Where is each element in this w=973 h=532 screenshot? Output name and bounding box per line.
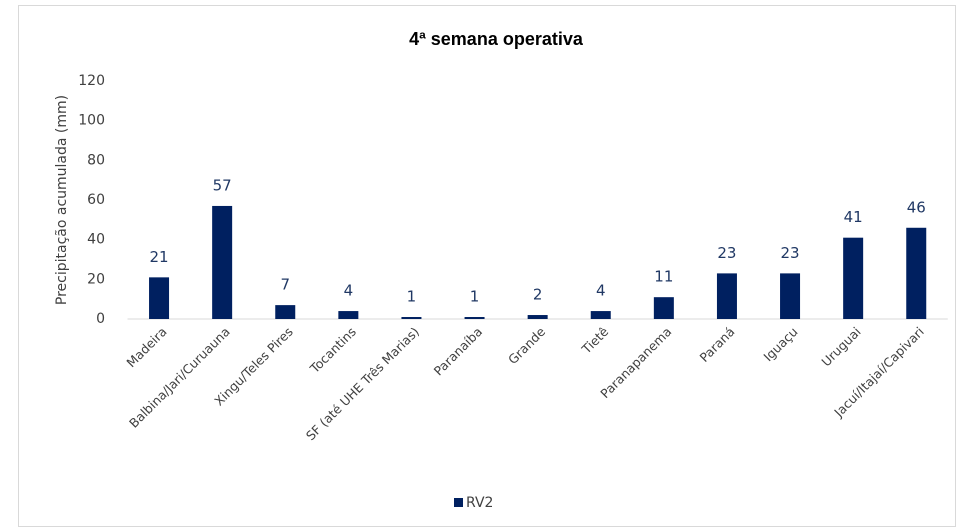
value-label: 7: [280, 276, 290, 294]
y-axis-label: Precipitação acumulada (mm): [54, 95, 70, 305]
value-label: 21: [150, 248, 169, 266]
value-label: 41: [844, 208, 863, 226]
value-label: 1: [470, 288, 480, 306]
bar: [716, 273, 737, 319]
bar: [843, 237, 864, 319]
value-label: 2: [533, 286, 543, 304]
y-tick-label: 60: [87, 192, 105, 208]
value-label: 23: [781, 244, 800, 262]
y-tick-label: 20: [87, 271, 105, 287]
bar: [780, 273, 801, 319]
bar: [906, 227, 927, 319]
value-label: 4: [596, 282, 606, 300]
chart-frame: [18, 5, 956, 527]
bar: [212, 205, 233, 319]
value-label: 23: [717, 244, 736, 262]
y-tick-label: 100: [78, 113, 105, 129]
value-label: 57: [213, 176, 232, 194]
legend-label: RV2: [466, 495, 493, 511]
bar: [653, 297, 674, 319]
bar: [590, 311, 611, 319]
bar: [338, 311, 359, 319]
bar: [401, 317, 422, 319]
chart-title: 4ª semana operativa: [409, 29, 584, 49]
value-label: 1: [407, 288, 417, 306]
bar: [464, 317, 485, 319]
bar: [275, 305, 296, 319]
legend-swatch: [454, 498, 463, 507]
bar: [527, 315, 548, 319]
value-label: 46: [907, 198, 926, 216]
y-tick-label: 0: [96, 311, 105, 327]
value-label: 11: [654, 268, 673, 286]
y-tick-label: 120: [78, 73, 105, 89]
y-tick-label: 40: [87, 232, 105, 248]
bar: [149, 277, 170, 319]
value-label: 4: [344, 282, 354, 300]
y-tick-label: 80: [87, 152, 105, 168]
